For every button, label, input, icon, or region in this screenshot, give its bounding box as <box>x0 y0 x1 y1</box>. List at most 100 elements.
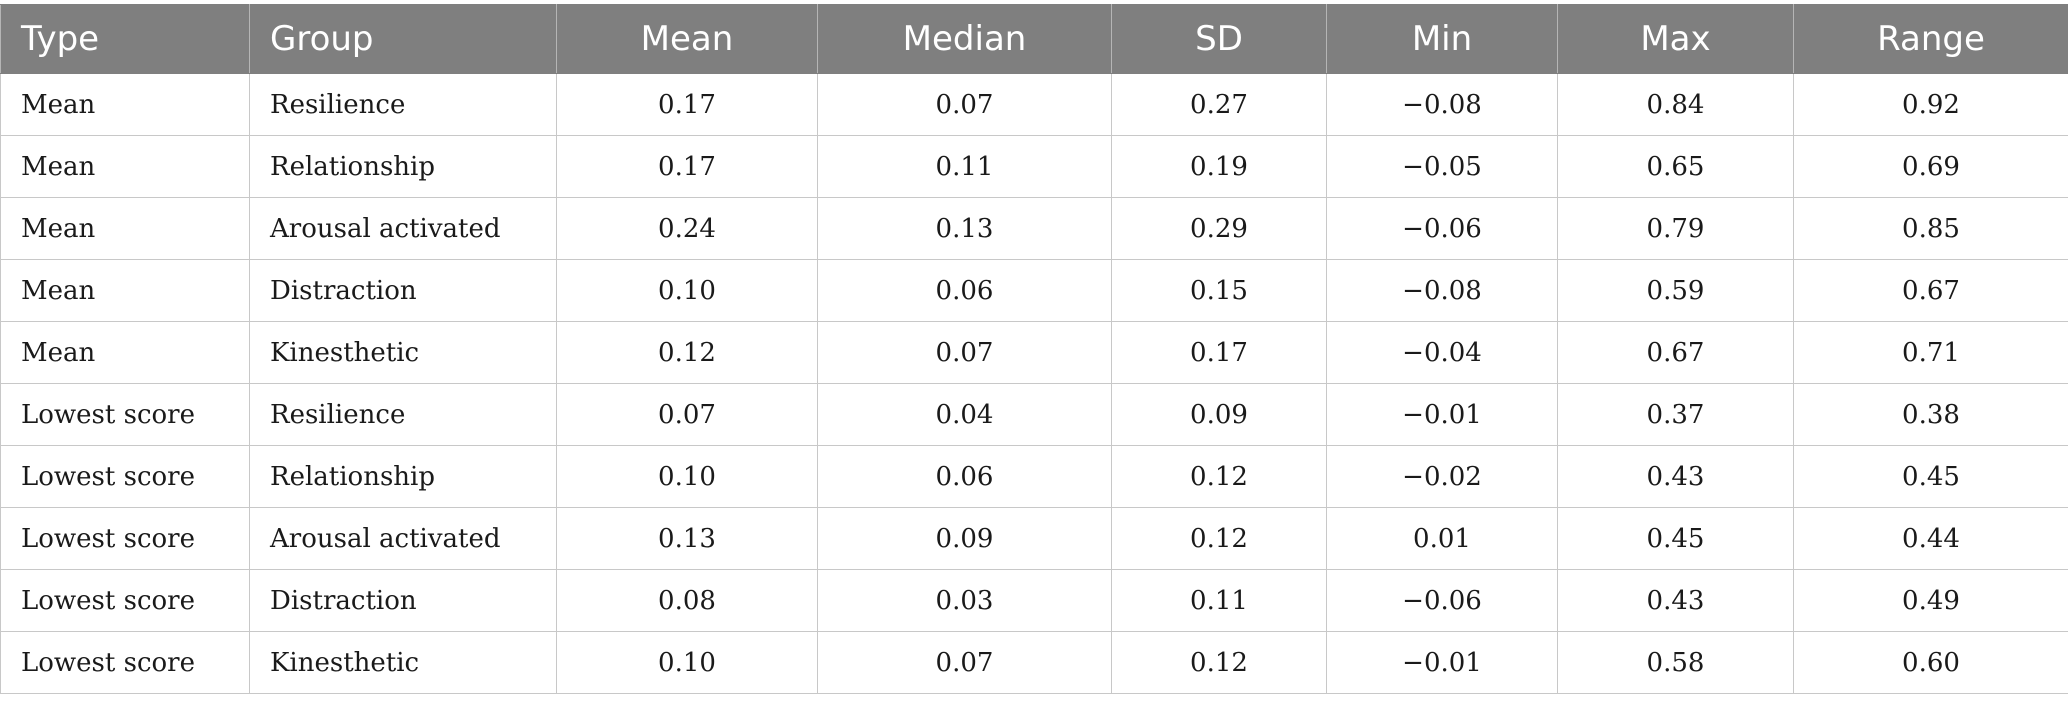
cell-range: 0.67 <box>1793 259 2068 322</box>
table-row: Mean Kinesthetic 0.12 0.07 0.17 −0.04 0.… <box>0 321 2068 384</box>
cell-sd: 0.29 <box>1111 197 1327 260</box>
table-header: Type Group Mean Median SD Min Max Range <box>0 4 2068 74</box>
cell-range: 0.49 <box>1793 569 2068 632</box>
cell-group: Distraction <box>249 569 557 632</box>
cell-range: 0.92 <box>1793 73 2068 136</box>
cell-mean: 0.10 <box>556 631 818 694</box>
column-header-sd: SD <box>1111 4 1327 74</box>
cell-range: 0.85 <box>1793 197 2068 260</box>
cell-median: 0.07 <box>817 631 1112 694</box>
stats-table-container: Type Group Mean Median SD Min Max Range … <box>0 4 2068 694</box>
cell-min: −0.01 <box>1326 383 1558 446</box>
cell-mean: 0.08 <box>556 569 818 632</box>
column-header-min: Min <box>1326 4 1558 74</box>
cell-sd: 0.09 <box>1111 383 1327 446</box>
table-row: Mean Arousal activated 0.24 0.13 0.29 −0… <box>0 197 2068 260</box>
cell-type: Mean <box>0 321 250 384</box>
table-row: Mean Relationship 0.17 0.11 0.19 −0.05 0… <box>0 135 2068 198</box>
cell-mean: 0.17 <box>556 73 818 136</box>
cell-max: 0.37 <box>1557 383 1794 446</box>
cell-sd: 0.12 <box>1111 507 1327 570</box>
cell-median: 0.11 <box>817 135 1112 198</box>
cell-range: 0.60 <box>1793 631 2068 694</box>
column-header-group: Group <box>249 4 557 74</box>
cell-max: 0.58 <box>1557 631 1794 694</box>
cell-mean: 0.17 <box>556 135 818 198</box>
cell-group: Resilience <box>249 383 557 446</box>
cell-type: Lowest score <box>0 507 250 570</box>
cell-type: Lowest score <box>0 631 250 694</box>
cell-median: 0.04 <box>817 383 1112 446</box>
table-body: Mean Resilience 0.17 0.07 0.27 −0.08 0.8… <box>0 73 2068 694</box>
cell-min: −0.02 <box>1326 445 1558 508</box>
table-row: Mean Distraction 0.10 0.06 0.15 −0.08 0.… <box>0 259 2068 322</box>
cell-min: −0.08 <box>1326 73 1558 136</box>
cell-min: 0.01 <box>1326 507 1558 570</box>
cell-group: Distraction <box>249 259 557 322</box>
column-header-type: Type <box>0 4 250 74</box>
cell-range: 0.71 <box>1793 321 2068 384</box>
table-row: Lowest score Distraction 0.08 0.03 0.11 … <box>0 569 2068 632</box>
cell-mean: 0.24 <box>556 197 818 260</box>
cell-min: −0.05 <box>1326 135 1558 198</box>
cell-type: Mean <box>0 73 250 136</box>
cell-max: 0.59 <box>1557 259 1794 322</box>
column-header-median: Median <box>817 4 1112 74</box>
cell-type: Mean <box>0 259 250 322</box>
cell-sd: 0.17 <box>1111 321 1327 384</box>
cell-range: 0.45 <box>1793 445 2068 508</box>
cell-median: 0.07 <box>817 321 1112 384</box>
cell-type: Mean <box>0 135 250 198</box>
stats-table: Type Group Mean Median SD Min Max Range … <box>0 4 2068 694</box>
cell-sd: 0.15 <box>1111 259 1327 322</box>
cell-group: Kinesthetic <box>249 631 557 694</box>
cell-min: −0.01 <box>1326 631 1558 694</box>
cell-type: Lowest score <box>0 383 250 446</box>
cell-type: Lowest score <box>0 569 250 632</box>
cell-type: Mean <box>0 197 250 260</box>
table-row: Lowest score Arousal activated 0.13 0.09… <box>0 507 2068 570</box>
cell-sd: 0.12 <box>1111 445 1327 508</box>
cell-max: 0.45 <box>1557 507 1794 570</box>
cell-median: 0.03 <box>817 569 1112 632</box>
cell-mean: 0.10 <box>556 259 818 322</box>
table-row: Mean Resilience 0.17 0.07 0.27 −0.08 0.8… <box>0 73 2068 136</box>
cell-max: 0.43 <box>1557 445 1794 508</box>
cell-group: Kinesthetic <box>249 321 557 384</box>
cell-group: Relationship <box>249 135 557 198</box>
cell-max: 0.67 <box>1557 321 1794 384</box>
table-row: Lowest score Relationship 0.10 0.06 0.12… <box>0 445 2068 508</box>
cell-mean: 0.10 <box>556 445 818 508</box>
cell-median: 0.06 <box>817 259 1112 322</box>
header-row: Type Group Mean Median SD Min Max Range <box>0 4 2068 74</box>
cell-mean: 0.12 <box>556 321 818 384</box>
cell-min: −0.06 <box>1326 569 1558 632</box>
cell-median: 0.09 <box>817 507 1112 570</box>
cell-median: 0.07 <box>817 73 1112 136</box>
cell-max: 0.43 <box>1557 569 1794 632</box>
column-header-max: Max <box>1557 4 1794 74</box>
cell-range: 0.69 <box>1793 135 2068 198</box>
cell-group: Relationship <box>249 445 557 508</box>
cell-sd: 0.11 <box>1111 569 1327 632</box>
cell-max: 0.65 <box>1557 135 1794 198</box>
cell-sd: 0.12 <box>1111 631 1327 694</box>
cell-group: Resilience <box>249 73 557 136</box>
column-header-mean: Mean <box>556 4 818 74</box>
cell-range: 0.38 <box>1793 383 2068 446</box>
cell-max: 0.84 <box>1557 73 1794 136</box>
table-row: Lowest score Kinesthetic 0.10 0.07 0.12 … <box>0 631 2068 694</box>
cell-min: −0.04 <box>1326 321 1558 384</box>
cell-group: Arousal activated <box>249 507 557 570</box>
cell-type: Lowest score <box>0 445 250 508</box>
cell-mean: 0.13 <box>556 507 818 570</box>
cell-min: −0.08 <box>1326 259 1558 322</box>
cell-median: 0.06 <box>817 445 1112 508</box>
cell-sd: 0.19 <box>1111 135 1327 198</box>
table-row: Lowest score Resilience 0.07 0.04 0.09 −… <box>0 383 2068 446</box>
cell-range: 0.44 <box>1793 507 2068 570</box>
cell-median: 0.13 <box>817 197 1112 260</box>
cell-group: Arousal activated <box>249 197 557 260</box>
cell-min: −0.06 <box>1326 197 1558 260</box>
column-header-range: Range <box>1793 4 2068 74</box>
